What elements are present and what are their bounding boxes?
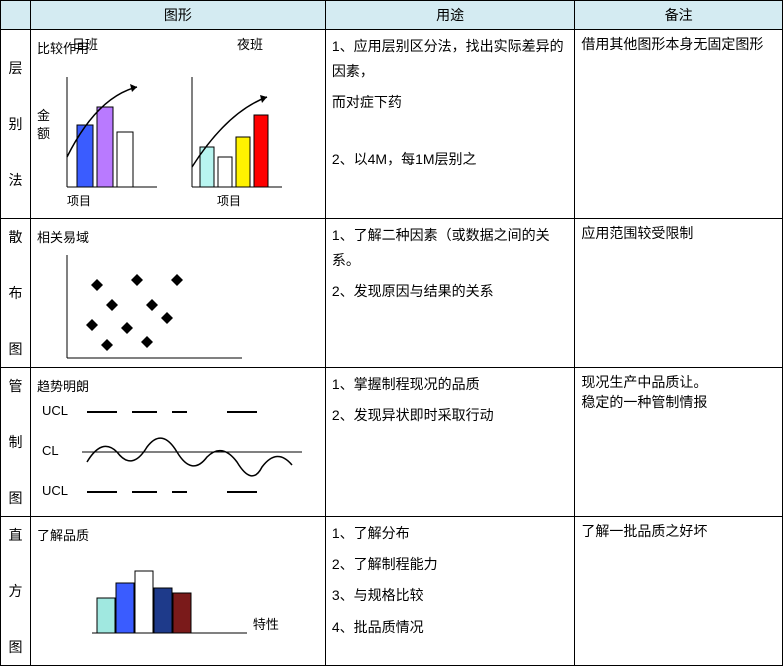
method-char: 直: [7, 521, 24, 549]
method-name-3: 管 制 图: [1, 368, 31, 517]
cl-label: CL: [42, 443, 59, 458]
note-cell-3: 现况生产中品质让。 稳定的一种管制情报: [575, 368, 783, 517]
stratification-chart: 比较作用 日班 夜班 金 额: [37, 34, 319, 214]
use-item: 4、批品质情况: [332, 615, 569, 640]
scatter-plot: 相关易域: [37, 223, 319, 363]
right-bar-chart-svg: [187, 72, 297, 202]
row-histogram: 直 方 图 了解品质 特性 1、了解分布 2、了解制程能力 3、与规格比较 4、…: [1, 517, 783, 666]
ucl-label: UCL: [42, 403, 68, 418]
use-item: 2、了解制程能力: [332, 552, 569, 577]
use-item: 2、发现原因与结果的关系: [332, 279, 569, 304]
method-char: 图: [7, 484, 24, 512]
x-axis-label-right: 项目: [217, 192, 241, 209]
y-axis-label: 金 额: [37, 107, 50, 143]
note-cell-4: 了解一批品质之好坏: [575, 517, 783, 666]
chart-title: 相关易域: [37, 227, 319, 246]
chart-title: 了解品质: [37, 525, 319, 544]
use-cell-4: 1、了解分布 2、了解制程能力 3、与规格比较 4、批品质情况: [325, 517, 575, 666]
control-svg: [77, 397, 307, 502]
graphic-cell-3: 趋势明朗 UCL CL UCL: [30, 368, 325, 517]
histogram-chart: 了解品质 特性: [37, 521, 319, 641]
header-method: [1, 1, 31, 30]
qc-tools-table: 图形 用途 备注 层 别 法 比较作用 日班 夜班 金 额: [0, 0, 783, 666]
use-cell-3: 1、掌握制程现况的品质 2、发现异状即时采取行动: [325, 368, 575, 517]
method-char: 管: [7, 372, 24, 400]
x-axis-label: 特性: [253, 614, 279, 633]
left-bar-chart-svg: [62, 72, 172, 202]
method-char: 图: [7, 335, 24, 363]
method-name-4: 直 方 图: [1, 517, 31, 666]
header-use: 用途: [325, 1, 575, 30]
lcl-label: UCL: [42, 483, 68, 498]
method-char: 别: [7, 110, 24, 138]
method-name-2: 散 布 图: [1, 219, 31, 368]
method-char: 布: [7, 279, 24, 307]
method-char: 散: [7, 223, 24, 251]
method-char: 制: [7, 428, 24, 456]
use-item: 1、了解分布: [332, 521, 569, 546]
note-cell-1: 借用其他图形本身无固定图形: [575, 30, 783, 219]
use-item: 1、应用层别区分法，找出实际差异的因素，: [332, 34, 569, 84]
header-note: 备注: [575, 1, 783, 30]
method-char: 法: [7, 166, 24, 194]
x-axis-label-left: 项目: [67, 192, 91, 209]
row-stratification: 层 别 法 比较作用 日班 夜班 金 额: [1, 30, 783, 219]
use-item: 3、与规格比较: [332, 583, 569, 608]
use-item: 1、了解二种因素（或数据之间的关系。: [332, 223, 569, 273]
use-item: 2、以4M，每1M层别之: [332, 147, 569, 172]
graphic-cell-1: 比较作用 日班 夜班 金 额: [30, 30, 325, 219]
note-cell-2: 应用范围较受限制: [575, 219, 783, 368]
label-night: 夜班: [237, 34, 263, 53]
scatter-svg: [52, 250, 252, 365]
graphic-cell-2: 相关易域: [30, 219, 325, 368]
label-day: 日班: [72, 34, 98, 53]
header-graphic: 图形: [30, 1, 325, 30]
graphic-cell-4: 了解品质 特性: [30, 517, 325, 666]
method-char: 层: [7, 54, 24, 82]
method-char: 方: [7, 577, 24, 605]
histogram-svg: [67, 548, 267, 638]
use-item: 2、发现异状即时采取行动: [332, 403, 569, 428]
use-item: 而对症下药: [332, 90, 569, 115]
method-name-1: 层 别 法: [1, 30, 31, 219]
chart-title: 趋势明朗: [37, 376, 319, 395]
use-cell-2: 1、了解二种因素（或数据之间的关系。 2、发现原因与结果的关系: [325, 219, 575, 368]
row-scatter: 散 布 图 相关易域 1、了解二种因素（或数据之间的关系。 2、发现原因与结果的…: [1, 219, 783, 368]
use-cell-1: 1、应用层别区分法，找出实际差异的因素， 而对症下药 2、以4M，每1M层别之: [325, 30, 575, 219]
method-char: 图: [7, 633, 24, 661]
header-row: 图形 用途 备注: [1, 1, 783, 30]
use-item: 1、掌握制程现况的品质: [332, 372, 569, 397]
row-control: 管 制 图 趋势明朗 UCL CL UCL: [1, 368, 783, 517]
control-chart: 趋势明朗 UCL CL UCL: [37, 372, 319, 502]
